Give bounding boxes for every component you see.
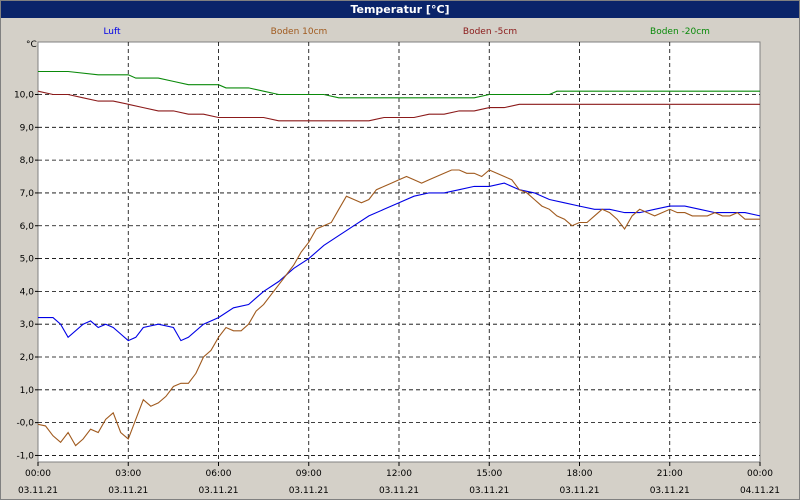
legend-boden-20cm: Boden -20cm xyxy=(650,27,710,37)
x-tick-time: 00:00 xyxy=(747,469,773,479)
x-tick-date: 03.11.21 xyxy=(559,486,599,496)
legend-boden-5cm: Boden -5cm xyxy=(463,27,517,37)
series-group xyxy=(37,70,761,447)
x-tick-time: 18:00 xyxy=(567,469,593,479)
x-tick-date: 03.11.21 xyxy=(650,486,690,496)
x-tick-time: 09:00 xyxy=(296,469,322,479)
y-tick-label: -0,0 xyxy=(16,419,34,429)
y-axis-label: °C xyxy=(26,40,37,50)
y-tick-label: 5,0 xyxy=(20,255,35,265)
y-axis: -1,0 -0,0 1,0 2,0 3,0 4,0 5,0 6,0 7,0 8,0 9,0 10,0 xyxy=(14,91,38,461)
x-tick-time: 15:00 xyxy=(476,469,502,479)
series-line-boden-5cm xyxy=(37,90,760,122)
x-tick-date: 03.11.21 xyxy=(198,486,238,496)
series-line-boden-10cm xyxy=(37,169,760,447)
x-tick-date: 03.11.21 xyxy=(469,486,509,496)
y-tick-label: 10,0 xyxy=(14,91,34,101)
x-tick-time: 00:00 xyxy=(25,469,51,479)
x-tick-date: 03.11.21 xyxy=(108,486,148,496)
y-tick-label: 3,0 xyxy=(20,320,35,330)
x-tick-time: 21:00 xyxy=(657,469,683,479)
y-tick-label: 7,0 xyxy=(20,189,35,199)
y-tick-label: 8,0 xyxy=(20,156,35,166)
x-tick-date: 03.11.21 xyxy=(379,486,419,496)
x-axis: 00:00 03.11.21 03:00 03.11.21 06:00 03.11.21 0… xyxy=(18,462,780,496)
x-tick-time: 03:00 xyxy=(115,469,141,479)
legend: Luft Boden 10cm Boden -5cm Boden -20cm xyxy=(103,27,710,37)
y-tick-label: 9,0 xyxy=(20,123,35,133)
series-line-boden-20cm xyxy=(38,70,760,99)
x-tick-date: 03.11.21 xyxy=(18,486,58,496)
x-tick-time: 06:00 xyxy=(206,469,232,479)
series-line-luft xyxy=(38,182,761,342)
y-tick-label: 2,0 xyxy=(20,353,35,363)
y-tick-label: 6,0 xyxy=(20,222,35,232)
y-tick-label: 4,0 xyxy=(20,287,35,297)
grid xyxy=(38,42,760,462)
x-tick-date: 04.11.21 xyxy=(740,486,780,496)
x-tick-time: 12:00 xyxy=(386,469,412,479)
y-tick-label: 1,0 xyxy=(20,386,35,396)
y-tick-label: -1,0 xyxy=(16,451,34,461)
x-tick-date: 03.11.21 xyxy=(289,486,329,496)
legend-boden-10cm: Boden 10cm xyxy=(271,27,328,37)
legend-luft: Luft xyxy=(103,27,121,37)
chart-title: Temperatur [°C] xyxy=(1,1,799,18)
